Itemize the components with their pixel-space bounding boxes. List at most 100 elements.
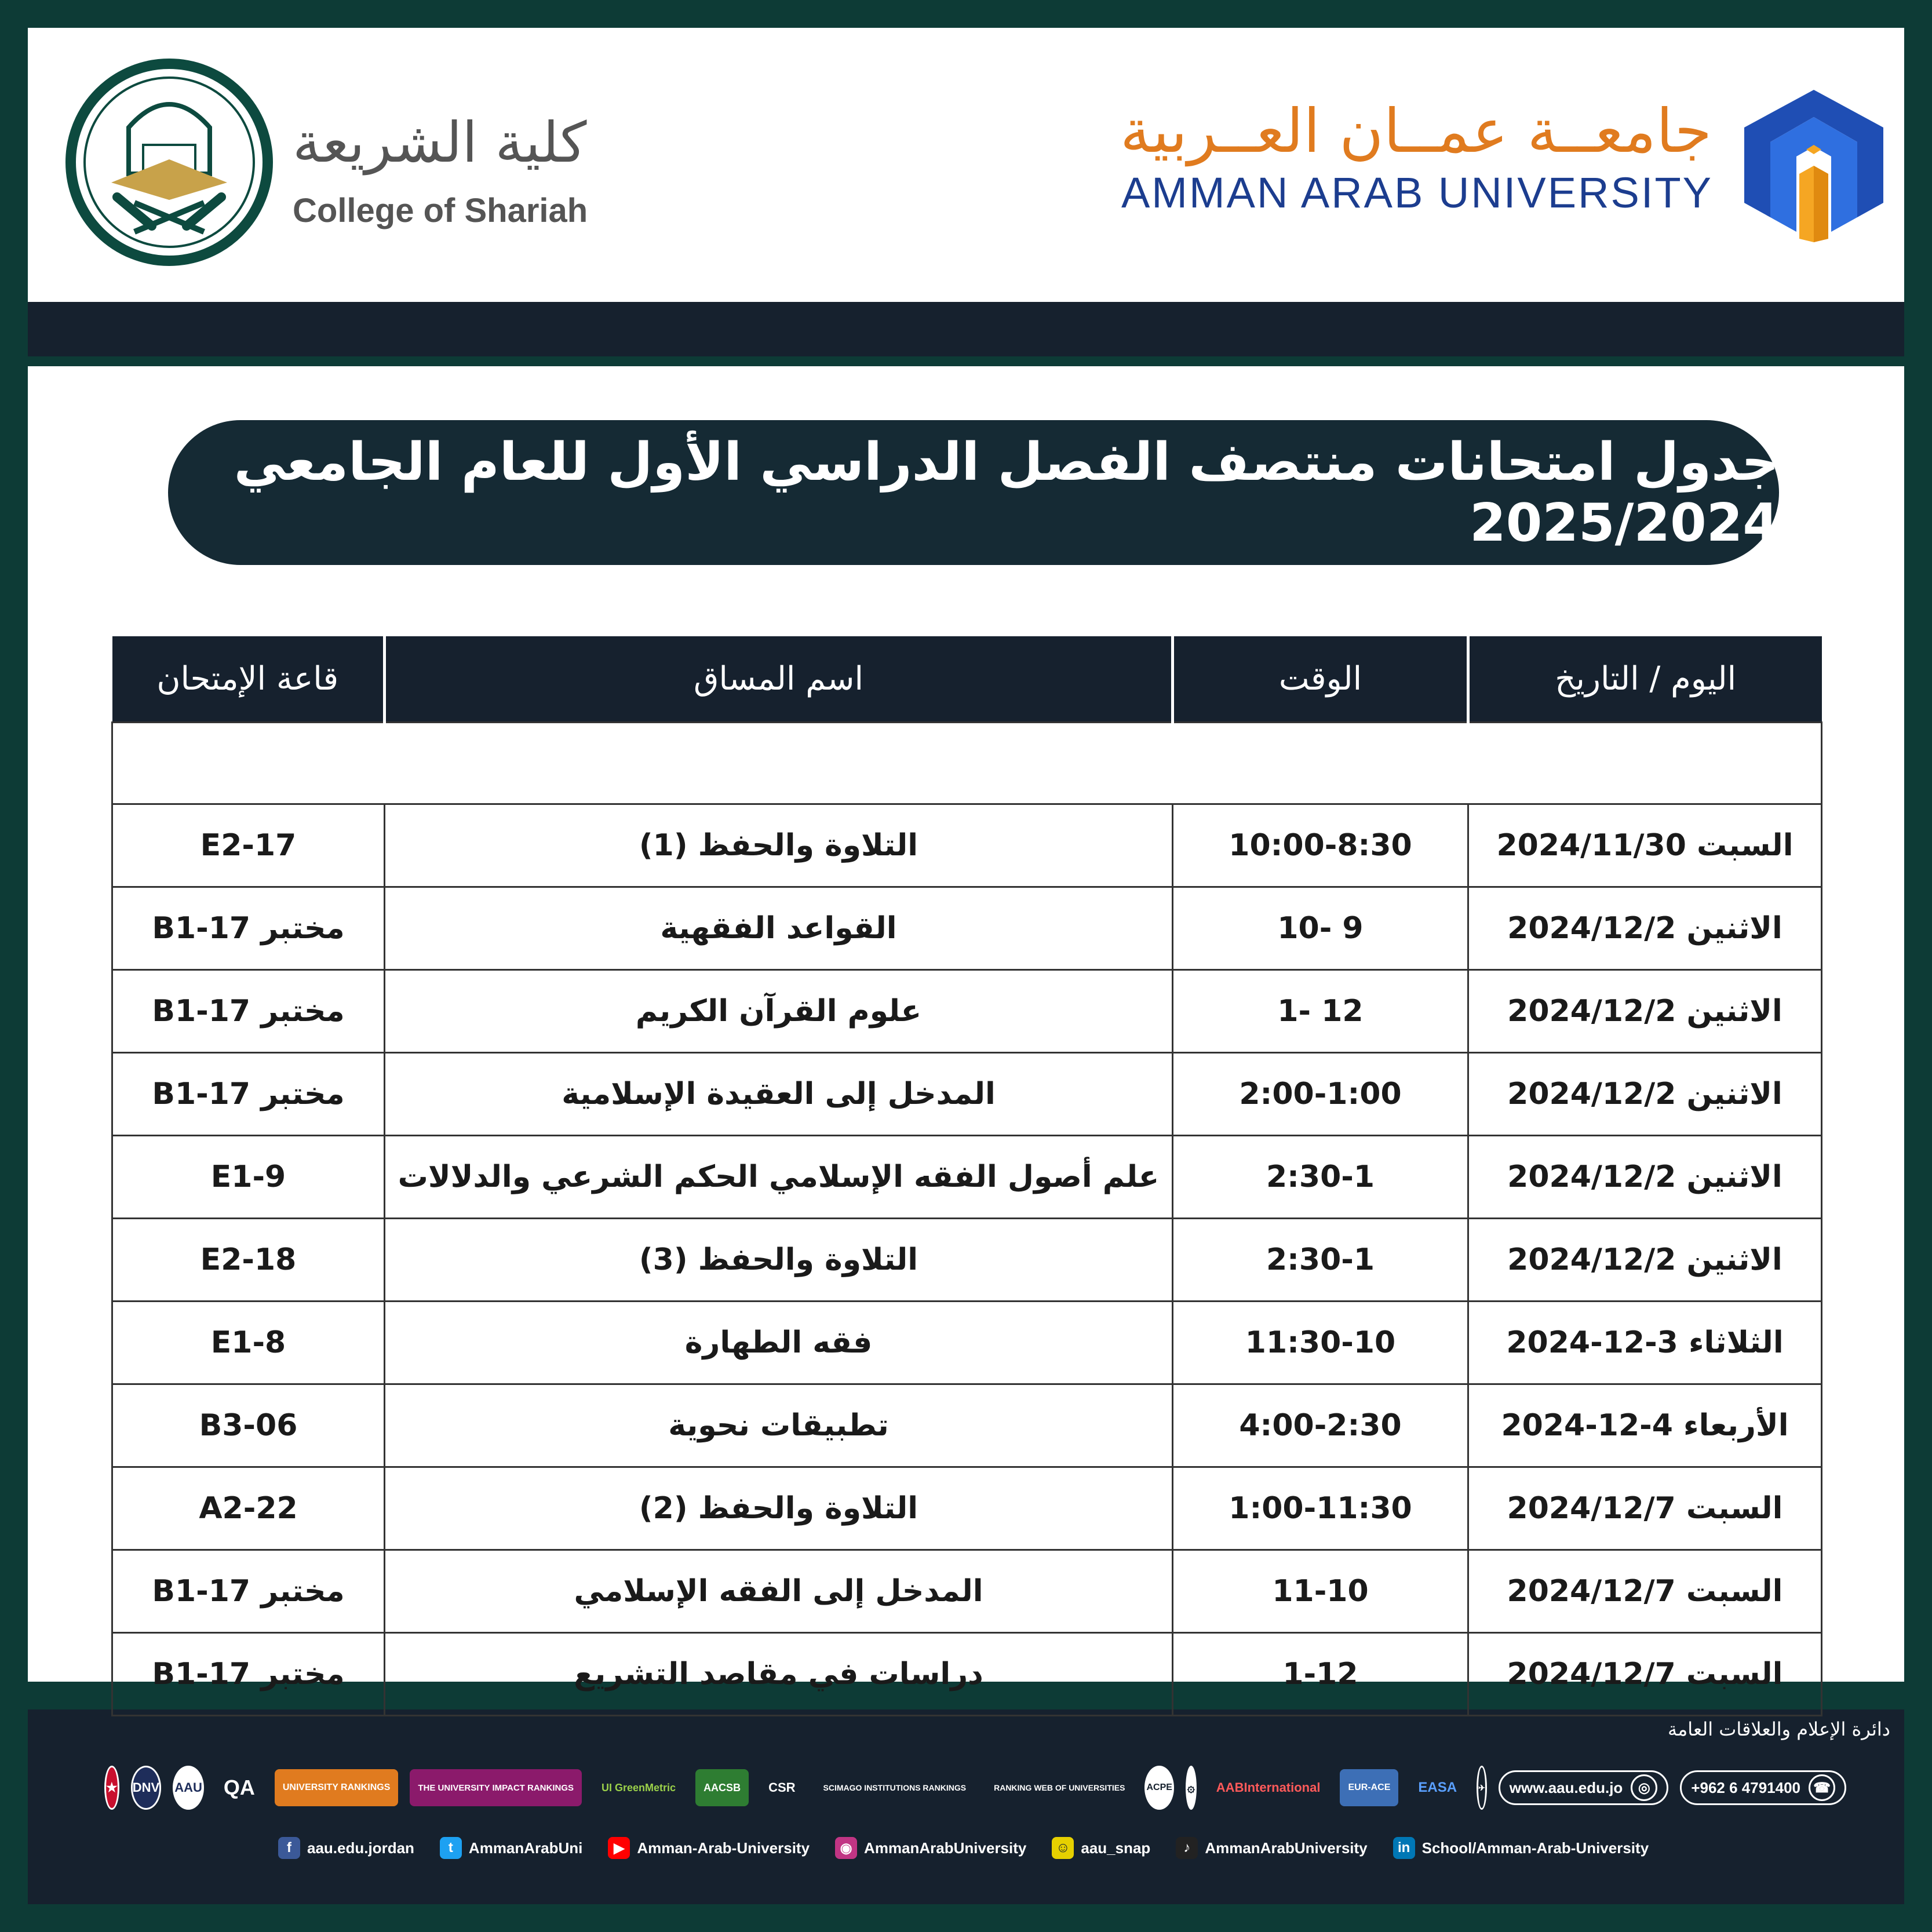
mosque-seal-icon: ۞ bbox=[1185, 1766, 1197, 1810]
website-text: www.aau.edu.jo bbox=[1509, 1778, 1623, 1796]
social-facebook-label: aau.edu.jordan bbox=[307, 1839, 414, 1857]
badge-eur-ace: EUR-ACE bbox=[1340, 1769, 1399, 1806]
badge-greenmetric: UI GreenMetric bbox=[602, 1781, 676, 1794]
header-time: الوقت bbox=[1171, 636, 1470, 723]
cell-room: مختبر B1-17 bbox=[111, 969, 385, 1054]
social-tiktok-label: AmmanArabUniversity bbox=[1205, 1839, 1368, 1857]
cell-date: الاثنين 2024/12/2 bbox=[1467, 1217, 1822, 1302]
cell-room: E2-17 bbox=[111, 803, 385, 888]
social-facebook[interactable]: f aau.edu.jordan bbox=[278, 1837, 414, 1859]
cell-time: 10- 9 bbox=[1172, 886, 1469, 971]
department-label: دائرة الإعلام والعلاقات العامة bbox=[1667, 1718, 1890, 1740]
college-of-shariah-logo bbox=[65, 59, 273, 266]
cell-room: A2-22 bbox=[111, 1466, 385, 1551]
social-youtube[interactable]: ▶ Amman-Arab-University bbox=[608, 1837, 810, 1859]
header-divider-strip bbox=[28, 302, 1904, 356]
badge-the-impact: THE UNIVERSITY IMPACT RANKINGS bbox=[410, 1769, 582, 1806]
table-row: الاثنين 2024/12/2 1- 12 علوم القرآن الكر… bbox=[111, 969, 1822, 1054]
globe-icon: ◎ bbox=[1631, 1774, 1658, 1801]
cell-course: التلاوة والحفظ (1) bbox=[384, 803, 1173, 888]
cell-room: E1-8 bbox=[111, 1300, 385, 1385]
cell-room: مختبر B1-17 bbox=[111, 1632, 385, 1716]
social-linkedin[interactable]: in School/Amman-Arab-University bbox=[1393, 1837, 1649, 1859]
facebook-icon: f bbox=[278, 1837, 300, 1859]
accreditation-in-progress-icon: ✈ bbox=[1477, 1766, 1487, 1810]
phone-link[interactable]: +962 6 4791400 ☎ bbox=[1680, 1770, 1847, 1805]
social-instagram[interactable]: ◉ AmmanArabUniversity bbox=[835, 1837, 1026, 1859]
table-header-row: اليوم / التاريخ الوقت اسم المساق قاعة ال… bbox=[112, 636, 1822, 723]
phone-icon: ☎ bbox=[1809, 1774, 1836, 1801]
badge-qa: QA bbox=[223, 1776, 255, 1799]
schedule-title-banner: جدول امتحانات منتصف الفصل الدراسي الأول … bbox=[168, 420, 1779, 565]
cell-course: القواعد الفقهية bbox=[384, 886, 1173, 971]
cell-date: الاثنين 2024/12/2 bbox=[1467, 969, 1822, 1054]
social-links: f aau.edu.jordan t AmmanArabUni ▶ Amman-… bbox=[278, 1837, 1649, 1859]
table-row: الأربعاء 4-12-2024 4:00-2:30 تطبيقات نحو… bbox=[111, 1383, 1822, 1468]
aau-seal-icon: AAU bbox=[173, 1766, 204, 1810]
badge-university-rankings: UNIVERSITY RANKINGS bbox=[274, 1769, 399, 1806]
linkedin-icon: in bbox=[1393, 1837, 1415, 1859]
table-row: السبت 2024/12/7 1:00-11:30 التلاوة والحف… bbox=[111, 1466, 1822, 1551]
cell-time: 1- 12 bbox=[1172, 969, 1469, 1054]
website-link[interactable]: www.aau.edu.jo ◎ bbox=[1498, 1770, 1669, 1805]
exam-schedule-table: اليوم / التاريخ الوقت اسم المساق قاعة ال… bbox=[111, 636, 1822, 1716]
table-row: السبت 2024/12/7 11-10 المدخل إلى الفقه ا… bbox=[111, 1549, 1822, 1634]
accreditation-badges: ★ DNV AAU QA UNIVERSITY RANKINGS THE UNI… bbox=[104, 1759, 1847, 1817]
table-row: الاثنين 2024/12/2 10- 9 القواعد الفقهية … bbox=[111, 886, 1822, 971]
instagram-icon: ◉ bbox=[835, 1837, 858, 1859]
twitter-icon: t bbox=[439, 1837, 462, 1859]
social-tiktok[interactable]: ♪ AmmanArabUniversity bbox=[1176, 1837, 1368, 1859]
badge-easa: EASA bbox=[1418, 1780, 1457, 1795]
cell-room: E1-9 bbox=[111, 1135, 385, 1219]
jordan-quality-icon: ★ bbox=[104, 1766, 119, 1810]
badge-csr: CSR bbox=[768, 1780, 796, 1795]
cell-course: التلاوة والحفظ (3) bbox=[384, 1217, 1173, 1302]
cell-room: B3-06 bbox=[111, 1383, 385, 1468]
table-row: الاثنين 2024/12/2 2:30-1 التلاوة والحفظ … bbox=[111, 1217, 1822, 1302]
badge-webometrics: RANKING WEB OF UNIVERSITIES bbox=[994, 1783, 1125, 1792]
social-snapchat-label: aau_snap bbox=[1081, 1839, 1151, 1857]
cell-course: علم أصول الفقه الإسلامي الحكم الشرعي وال… bbox=[384, 1135, 1173, 1219]
cell-date: الاثنين 2024/12/2 bbox=[1467, 886, 1822, 971]
table-row: الاثنين 2024/12/2 2:00-1:00 المدخل إلى ا… bbox=[111, 1052, 1822, 1136]
college-name-arabic: كلية الشريعة bbox=[293, 110, 587, 175]
university-name-arabic: جامعــة عمــان العــربية bbox=[1120, 96, 1712, 166]
header-panel bbox=[28, 28, 1904, 302]
cell-date: الأربعاء 4-12-2024 bbox=[1467, 1383, 1822, 1468]
cell-date: الاثنين 2024/12/2 bbox=[1467, 1135, 1822, 1219]
acpe-seal-icon: ACPE bbox=[1144, 1766, 1174, 1810]
tiktok-icon: ♪ bbox=[1176, 1837, 1198, 1859]
cell-time: 2:30-1 bbox=[1172, 1217, 1469, 1302]
header-spacer bbox=[111, 721, 1822, 805]
header-course: اسم المساق bbox=[383, 636, 1174, 723]
social-snapchat[interactable]: ☺ aau_snap bbox=[1052, 1837, 1150, 1859]
cell-course: تطبيقات نحوية bbox=[384, 1383, 1173, 1468]
cell-time: 11:30-10 bbox=[1172, 1300, 1469, 1385]
cell-date: السبت 2024/12/7 bbox=[1467, 1466, 1822, 1551]
youtube-icon: ▶ bbox=[608, 1837, 630, 1859]
cell-date: الثلاثاء 3-12-2024 bbox=[1467, 1300, 1822, 1385]
badge-aacsb: AACSB bbox=[695, 1769, 749, 1806]
cell-course: المدخل إلى الفقه الإسلامي bbox=[384, 1549, 1173, 1634]
social-instagram-label: AmmanArabUniversity bbox=[864, 1839, 1027, 1857]
badge-aab-international: AABInternational bbox=[1216, 1780, 1321, 1795]
cell-time: 2:00-1:00 bbox=[1172, 1052, 1469, 1136]
footer-panel bbox=[28, 1709, 1904, 1904]
cell-room: مختبر B1-17 bbox=[111, 1052, 385, 1136]
cell-date: السبت 2024/12/7 bbox=[1467, 1632, 1822, 1716]
cell-date: السبت 2024/12/7 bbox=[1467, 1549, 1822, 1634]
header-date: اليوم / التاريخ bbox=[1467, 636, 1822, 723]
cell-time: 10:00-8:30 bbox=[1172, 803, 1469, 888]
social-twitter[interactable]: t AmmanArabUni bbox=[439, 1837, 582, 1859]
cell-room: مختبر B1-17 bbox=[111, 1549, 385, 1634]
cell-time: 2:30-1 bbox=[1172, 1135, 1469, 1219]
university-name-english: AMMAN ARAB UNIVERSITY bbox=[1121, 169, 1713, 217]
amman-arab-university-logo bbox=[1744, 90, 1883, 242]
cell-course: المدخل إلى العقيدة الإسلامية bbox=[384, 1052, 1173, 1136]
header-room: قاعة الإمتحان bbox=[112, 636, 386, 723]
dnv-icon: DNV bbox=[130, 1766, 162, 1810]
table-row: السبت 2024/11/30 10:00-8:30 التلاوة والح… bbox=[111, 803, 1822, 888]
phone-text: +962 6 4791400 bbox=[1691, 1778, 1801, 1796]
cell-time: 1:00-11:30 bbox=[1172, 1466, 1469, 1551]
college-name-english: College of Shariah bbox=[293, 192, 588, 229]
